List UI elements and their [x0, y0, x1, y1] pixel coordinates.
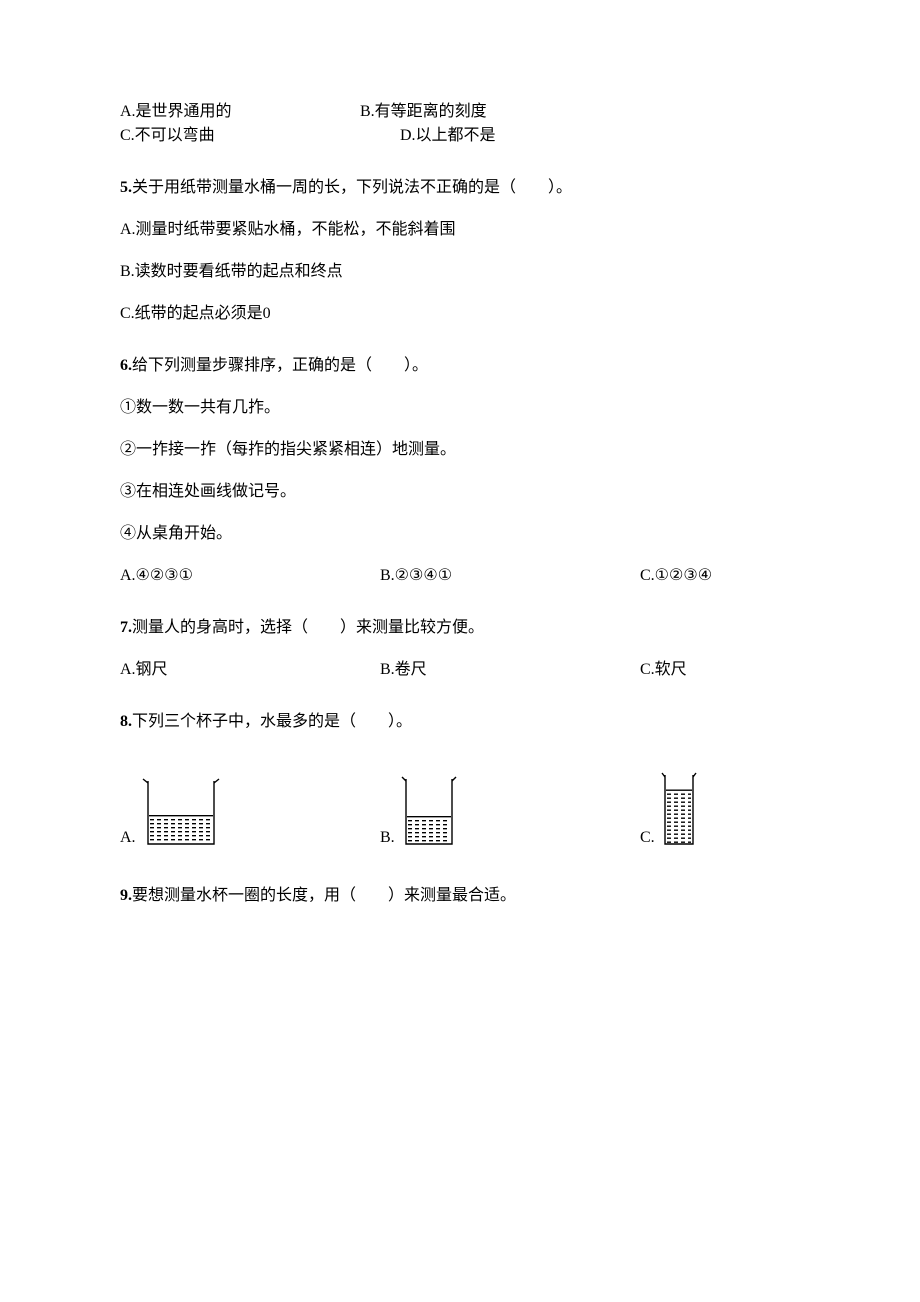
q9-number: 9.: [120, 887, 132, 904]
q8-option-a: A.: [120, 778, 380, 854]
q6-option-a: A.④②③①: [120, 564, 380, 588]
q6-step-2: ②一拃接一拃（每拃的指尖紧紧相连）地测量。: [120, 438, 800, 462]
q6-options: A.④②③① B.②③④① C.①②③④: [120, 564, 800, 588]
q8-option-b: B.: [380, 776, 640, 854]
q8-option-c-label: C.: [640, 826, 655, 850]
q4-option-b: B.有等距离的刻度: [360, 100, 620, 124]
q5-option-c: C.纸带的起点必须是0: [120, 302, 800, 326]
q5-option-b: B.读数时要看纸带的起点和终点: [120, 260, 800, 284]
q6-step-4: ④从桌角开始。: [120, 522, 800, 546]
q7-option-c: C.软尺: [640, 658, 687, 682]
q8-options: A. B. C.: [120, 772, 800, 854]
beaker-a-icon: [142, 778, 220, 854]
q9-stem: 9.要想测量水杯一圈的长度，用（ ）来测量最合适。: [120, 884, 800, 908]
q8-option-c: C.: [640, 772, 697, 854]
q7-stem: 7.测量人的身高时，选择（ ）来测量比较方便。: [120, 616, 800, 640]
q6-text: 给下列测量步骤排序，正确的是（ ）。: [132, 357, 428, 374]
q5-number: 5.: [120, 179, 132, 196]
q4-option-c: C.不可以弯曲: [120, 124, 320, 148]
q8-stem: 8.下列三个杯子中，水最多的是（ ）。: [120, 710, 800, 734]
q6-number: 6.: [120, 357, 132, 374]
q6-option-b: B.②③④①: [380, 564, 640, 588]
q6-option-c: C.①②③④: [640, 564, 712, 588]
q5-option-a: A.测量时纸带要紧贴水桶，不能松，不能斜着围: [120, 218, 800, 242]
q5-stem: 5.关于用纸带测量水桶一周的长，下列说法不正确的是（ ）。: [120, 176, 800, 200]
q6-step-1: ①数一数一共有几拃。: [120, 396, 800, 420]
q7-options: A.钢尺 B.卷尺 C.软尺: [120, 658, 800, 682]
q4-option-d: D.以上都不是: [400, 124, 496, 148]
q5-text: 关于用纸带测量水桶一周的长，下列说法不正确的是（ ）。: [132, 179, 572, 196]
q8-number: 8.: [120, 713, 132, 730]
q4-option-a: A.是世界通用的: [120, 100, 360, 124]
q7-text: 测量人的身高时，选择（ ）来测量比较方便。: [132, 619, 484, 636]
q7-option-b: B.卷尺: [380, 658, 640, 682]
q8-text: 下列三个杯子中，水最多的是（ ）。: [132, 713, 412, 730]
q7-number: 7.: [120, 619, 132, 636]
q9-text: 要想测量水杯一圈的长度，用（ ）来测量最合适。: [132, 887, 516, 904]
q6-stem: 6.给下列测量步骤排序，正确的是（ ）。: [120, 354, 800, 378]
q7-option-a: A.钢尺: [120, 658, 380, 682]
q6-step-3: ③在相连处画线做记号。: [120, 480, 800, 504]
q4-options: A.是世界通用的 B.有等距离的刻度 C.不可以弯曲 D.以上都不是: [120, 100, 800, 148]
q8-option-a-label: A.: [120, 826, 136, 850]
beaker-c-icon: [661, 772, 697, 854]
q8-option-b-label: B.: [380, 826, 395, 850]
beaker-b-icon: [401, 776, 457, 854]
